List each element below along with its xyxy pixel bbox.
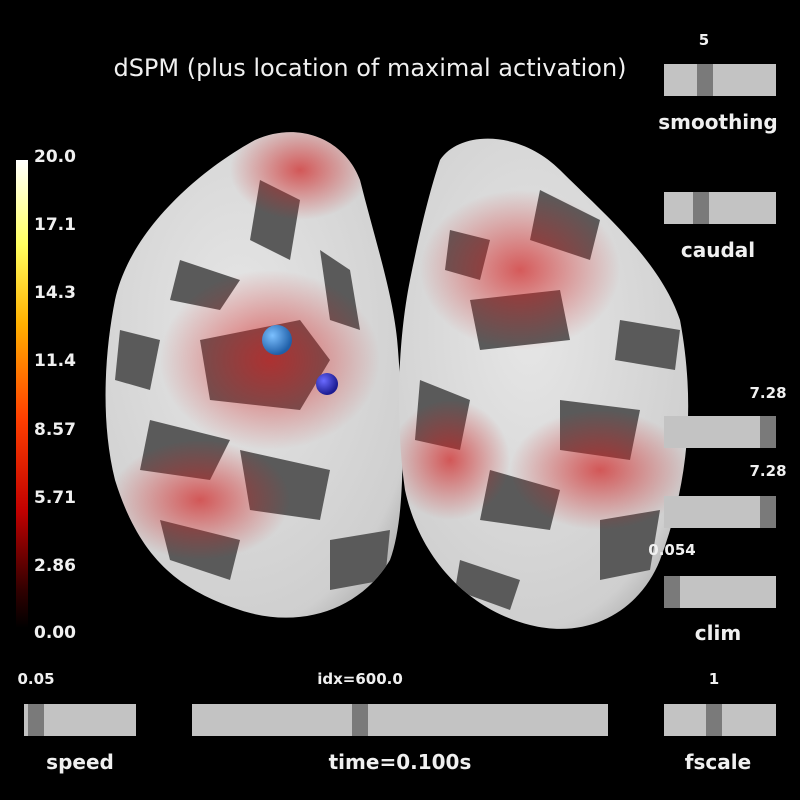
colorbar-tick: 0.00	[34, 623, 76, 643]
slider-value: 7.28	[749, 462, 787, 480]
slider-label: clim	[694, 621, 742, 645]
max-marker	[316, 373, 338, 395]
slider-label: fscale	[684, 750, 752, 774]
slider-handle[interactable]	[697, 64, 713, 96]
slider-value: idx=600.0	[317, 670, 403, 688]
view-slider[interactable]	[664, 192, 776, 224]
colorbar-tick: 8.57	[34, 420, 76, 440]
clim-middle-slider[interactable]	[664, 496, 776, 528]
slider-handle[interactable]	[664, 576, 680, 608]
colorbar-tick: 17.1	[34, 215, 76, 235]
left-hemisphere	[105, 132, 403, 618]
slider-label: caudal	[680, 238, 756, 262]
colorbar-tick: 20.0	[34, 147, 76, 167]
clim-slider[interactable]	[664, 576, 776, 608]
slider-value: 0.05	[17, 670, 55, 688]
fscale-slider[interactable]	[664, 704, 776, 736]
slider-handle[interactable]	[28, 704, 44, 736]
slider-value: 1	[708, 670, 720, 688]
colorbar-tick: 14.3	[34, 283, 76, 303]
smoothing-slider[interactable]	[664, 64, 776, 96]
max-marker	[262, 325, 292, 355]
slider-handle[interactable]	[693, 192, 709, 224]
time-slider[interactable]	[192, 704, 608, 736]
colorbar-tick: 5.71	[34, 488, 76, 508]
clim-upper-slider[interactable]	[664, 416, 776, 448]
right-hemisphere	[398, 138, 689, 629]
colorbar	[16, 160, 28, 628]
title: dSPM (plus location of maximal activatio…	[113, 54, 627, 82]
slider-value: 0.054	[648, 541, 696, 559]
slider-handle[interactable]	[760, 416, 776, 448]
slider-handle[interactable]	[352, 704, 368, 736]
slider-handle[interactable]	[760, 496, 776, 528]
slider-value: 5	[698, 31, 710, 49]
slider-value: 7.28	[749, 384, 787, 402]
colorbar-tick: 11.4	[34, 351, 76, 371]
colorbar-tick: 2.86	[34, 556, 76, 576]
slider-label: time=0.100s	[328, 750, 472, 774]
slider-label: speed	[46, 750, 114, 774]
slider-handle[interactable]	[706, 704, 722, 736]
speed-slider[interactable]	[24, 704, 136, 736]
slider-label: smoothing	[658, 110, 778, 134]
